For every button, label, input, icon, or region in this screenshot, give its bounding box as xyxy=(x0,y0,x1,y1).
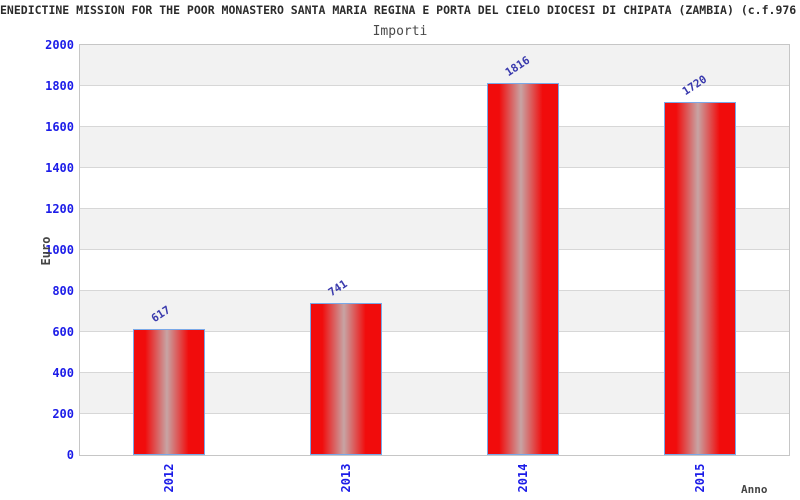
gridline xyxy=(80,85,789,86)
gridline xyxy=(80,331,789,332)
y-tick-label: 1200 xyxy=(45,202,74,216)
y-tick-label: 800 xyxy=(52,284,74,298)
x-tick-label-2014: 2014 xyxy=(516,463,531,493)
x-axis-title: Anno xyxy=(741,483,768,496)
gridline xyxy=(80,249,789,250)
plot-area: 617 741 1816 1720 xyxy=(79,44,790,456)
y-axis-title: Euro xyxy=(39,236,53,266)
y-tick-label: 1800 xyxy=(45,79,74,93)
grid-band xyxy=(80,45,789,86)
chart-title: ENEDICTINE MISSION FOR THE POOR MONASTER… xyxy=(0,3,797,17)
x-tick-label-2012: 2012 xyxy=(161,463,176,493)
y-tick-label: 1600 xyxy=(45,120,74,134)
gridline xyxy=(80,208,789,209)
bar-2014 xyxy=(487,82,560,455)
y-tick-label: 0 xyxy=(66,448,74,462)
y-tick-label: 2000 xyxy=(45,38,74,52)
gridline xyxy=(80,372,789,373)
gridline xyxy=(80,290,789,291)
y-tick-label: 1400 xyxy=(45,161,74,175)
y-tick-label: 400 xyxy=(52,366,74,380)
gridline xyxy=(80,413,789,414)
chart-subtitle: Importi xyxy=(372,24,428,39)
gridline xyxy=(80,167,789,168)
bar-2015 xyxy=(664,102,737,455)
y-tick-label: 1000 xyxy=(45,243,74,257)
y-tick-label: 600 xyxy=(52,325,74,339)
bar-2012 xyxy=(132,328,205,455)
gridline xyxy=(80,126,789,127)
x-tick-label-2015: 2015 xyxy=(693,463,708,493)
y-tick-label: 200 xyxy=(52,407,74,421)
bar-2013 xyxy=(309,303,382,455)
x-tick-label-2013: 2013 xyxy=(338,463,353,493)
